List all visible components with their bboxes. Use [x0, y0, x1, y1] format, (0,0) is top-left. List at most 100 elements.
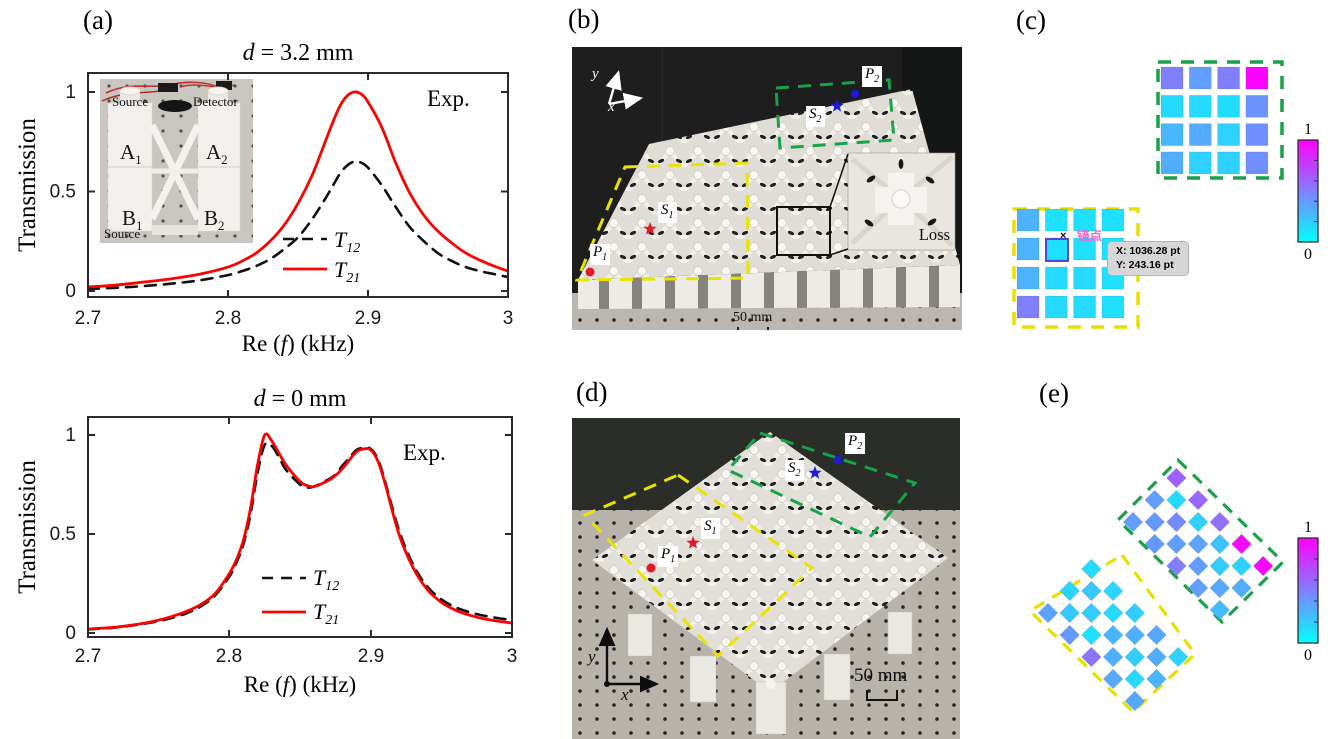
detector-point-p2-marker-d: [834, 456, 842, 464]
colorbar-gradient: [1297, 537, 1319, 644]
heat-cell: [1016, 295, 1040, 319]
tooltip-x-value: X: 1036.28 pt: [1116, 245, 1181, 257]
heat-diamond: [1187, 489, 1209, 511]
heat-diamond: [1166, 533, 1187, 555]
heat-cell: [1245, 94, 1269, 118]
anchor-cursor-mark[interactable]: ×: [1060, 230, 1067, 242]
heat-cell: [1101, 208, 1125, 232]
heat-diamond: [1124, 602, 1146, 624]
x-tick-label: 2.8: [215, 308, 241, 329]
heat-cell: [1044, 295, 1068, 319]
panel-label-e: (e): [1039, 378, 1069, 408]
photo-panel-b: Loss: [572, 47, 962, 335]
x-tick-label: 3: [503, 308, 514, 329]
heat-diamond: [1146, 646, 1167, 668]
yellow-dashed-region-b: [574, 161, 750, 282]
green-region-outline-e: [1115, 457, 1286, 625]
plot-bottom-axes: 2.7 2.8 2.9 3 0 0.5 1: [50, 416, 518, 667]
heat-diamond: [1144, 489, 1165, 511]
point-label-p2-d: P2: [845, 433, 866, 454]
detector-point-p1-marker: [585, 267, 595, 277]
x-tick-label: 2.7: [75, 646, 101, 667]
panel-c-heatmap: [1012, 60, 1284, 329]
legend-label-T12: T12: [334, 227, 360, 256]
heat-diamond: [1209, 599, 1231, 621]
coordinate-tooltip: X: 1036.28 pt Y: 243.16 pt: [1107, 241, 1190, 276]
heat-diamond: [1231, 533, 1252, 555]
panel-label-a: (a): [83, 5, 113, 35]
photo-panel-d: [572, 418, 960, 739]
source-point-s1-star: [643, 222, 657, 235]
heat-diamond: [1231, 577, 1252, 599]
green-dashed-region-b: [774, 78, 896, 150]
heat-diamond: [1102, 602, 1124, 624]
heat-diamond: [1146, 668, 1167, 690]
axis-x-label-b: x: [608, 99, 615, 115]
heat-diamond: [1102, 624, 1124, 646]
heat-diamond: [1081, 624, 1102, 646]
heat-diamond: [1231, 555, 1252, 577]
series-T21: [88, 432, 512, 631]
heat-diamond: [1209, 555, 1231, 577]
legend-label-T12: T12: [313, 565, 339, 594]
tooltip-y-value: Y: 243.16 pt: [1116, 259, 1174, 271]
heat-diamond: [1252, 555, 1274, 577]
point-label-p1-b: P1: [590, 244, 611, 265]
colorbar-e: 10: [1297, 519, 1319, 664]
scale-bar-d: [866, 690, 898, 701]
panel-label-d: (d): [576, 377, 608, 407]
xlabel-top: Re (f) (kHz): [241, 331, 355, 356]
y-tick-label: 0.5: [50, 524, 76, 545]
heat-diamond: [1102, 646, 1124, 668]
green-region-outline-c: [1156, 60, 1284, 180]
heat-diamond: [1167, 646, 1189, 668]
x-tick-label: 2.9: [355, 308, 381, 329]
point-label-s2-d: S2: [785, 460, 804, 481]
heat-diamond: [1081, 602, 1102, 624]
anchor-selected-cell[interactable]: [1045, 238, 1069, 262]
heat-diamond: [1081, 646, 1102, 668]
heat-cell: [1101, 295, 1125, 319]
y-tick-label: 0.5: [50, 182, 76, 203]
inset-source-top-label: Source: [112, 94, 149, 109]
heat-cell: [1016, 266, 1040, 290]
source-point-s1-star-d: [686, 536, 700, 549]
lattice-front-face: [578, 265, 960, 309]
heat-cell: [1245, 66, 1269, 90]
heat-diamond: [1059, 580, 1080, 602]
anchor-point-annotation[interactable]: 锚点: [1077, 229, 1103, 243]
heat-cell: [1073, 266, 1097, 290]
inset-b2-label: B2: [204, 206, 225, 234]
source-point-s2-star-d: [808, 466, 822, 479]
lattice-photo-b: Loss: [572, 47, 962, 334]
heat-diamond: [1144, 511, 1165, 533]
scale-label-b: 50 mm: [733, 310, 773, 325]
heat-cell: [1044, 208, 1068, 232]
panel-label-b: (b): [568, 4, 600, 34]
point-label-s1-b: S1: [658, 202, 677, 223]
axis-y-label-d: y: [588, 647, 596, 666]
heat-cell: [1188, 151, 1212, 175]
ylabel-bottom: Transmission: [14, 460, 41, 594]
colorbar-c: 10: [1297, 121, 1319, 263]
heat-cell: [1044, 266, 1068, 290]
heat-diamond: [1187, 555, 1209, 577]
colorbar-min-label: 0: [1304, 246, 1312, 263]
colorbar-gradient: [1297, 139, 1319, 243]
legend-label-T21: T21: [334, 257, 360, 286]
heat-cell: [1217, 123, 1241, 147]
heat-cell: [1217, 94, 1241, 118]
heat-diamond: [1102, 668, 1124, 690]
loss-callout-box: [776, 206, 831, 256]
x-tick-label: 3: [507, 646, 518, 667]
x-tick-label: 2.8: [216, 646, 242, 667]
legend-label-T21: T21: [313, 599, 339, 628]
heat-cell: [1016, 237, 1040, 261]
heat-diamond: [1081, 580, 1102, 602]
lattice-top-surface-d: [592, 432, 948, 692]
heat-diamond: [1081, 558, 1102, 580]
heat-diamond: [1187, 577, 1209, 599]
heat-cell: [1217, 151, 1241, 175]
lattice-photo-d: [572, 418, 960, 739]
